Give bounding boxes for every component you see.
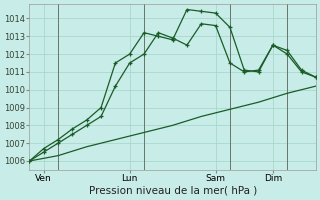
X-axis label: Pression niveau de la mer( hPa ): Pression niveau de la mer( hPa ) <box>89 186 257 196</box>
